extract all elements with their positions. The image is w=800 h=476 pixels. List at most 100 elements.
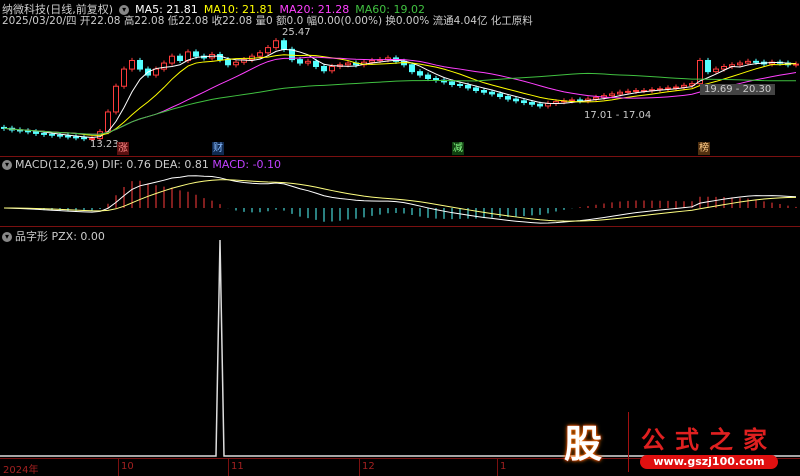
marker-bang[interactable]: 榜 — [698, 142, 710, 155]
candle-body — [281, 40, 287, 50]
candle-body — [233, 61, 239, 66]
info-field: 收22.08 — [211, 15, 256, 27]
candle-body — [713, 68, 719, 73]
candle-body — [65, 135, 71, 138]
candle-body — [633, 90, 639, 93]
ma5-line — [3, 48, 797, 139]
candle-body — [25, 130, 31, 133]
candle-body — [369, 59, 375, 63]
candle-body — [177, 55, 183, 61]
divider — [0, 156, 800, 157]
settings-circle-icon[interactable]: ▾ — [119, 5, 130, 15]
info-field: 流通4.04亿 — [432, 15, 491, 27]
info-field: 高22.08 — [123, 15, 168, 27]
dif-label: DIF: 0.76 — [102, 158, 151, 171]
candle-body — [33, 131, 39, 134]
info-field: 低22.08 — [167, 15, 212, 27]
candle-body — [73, 136, 79, 139]
candle-body — [745, 60, 751, 64]
ma20-label: MA20: 21.28 — [279, 3, 350, 16]
macd-value: MACD: -0.10 — [212, 158, 282, 171]
dea-label: DEA: 0.81 — [154, 158, 209, 171]
candle-body — [289, 48, 295, 61]
candle-body — [625, 90, 631, 93]
candle-body — [417, 71, 423, 76]
dif-line — [3, 175, 797, 224]
pzx-header: ▾ 品字形 PZX: 0.00 — [2, 228, 105, 244]
candle-body — [497, 93, 503, 98]
high-annotation: 25.47 — [282, 27, 311, 38]
candle-body — [321, 65, 327, 72]
pzx-line — [0, 239, 800, 457]
candle-body — [753, 60, 759, 63]
candle-body — [161, 62, 167, 70]
axis-label-jan: 1 — [500, 461, 507, 472]
range-annotation-1: 17.01 - 17.04 — [584, 110, 652, 121]
candle-body — [697, 59, 703, 85]
candle-body — [137, 59, 143, 70]
info-field: 换0.00% — [385, 15, 433, 27]
candle-body — [737, 62, 743, 66]
candle-body — [121, 68, 127, 87]
candle-body — [153, 68, 159, 76]
candle-body — [449, 81, 455, 86]
candle-body — [225, 59, 231, 66]
ma60-label: MA60: 19.02 — [355, 3, 425, 16]
candle-body — [433, 78, 439, 81]
info-field: 量0 — [255, 15, 277, 27]
stock-title: 纳微科技(日线,前复权) — [2, 3, 114, 16]
range-annotation-2: 19.69 - 20.30 — [700, 84, 776, 95]
candle-body — [273, 40, 279, 49]
candle-body — [489, 91, 495, 95]
candle-body — [617, 91, 623, 95]
marker-cai[interactable]: 财 — [212, 142, 224, 155]
macd-title: MACD(12,26,9) — [15, 158, 99, 171]
candle-body — [41, 132, 47, 135]
marker-zhang[interactable]: 涨 — [117, 142, 129, 155]
candle-body — [681, 84, 687, 88]
candle-body — [609, 93, 615, 97]
low-annotation: 13.23 — [90, 139, 119, 150]
candle-body — [89, 138, 95, 141]
watermark-name: 公式之家 — [641, 426, 777, 454]
divider — [0, 458, 800, 459]
candle-body — [129, 59, 135, 70]
info-field: 2025/03/20/四 — [2, 15, 80, 27]
candle-body — [425, 74, 431, 80]
axis-label-oct: 10 — [121, 461, 134, 472]
info-field: 化工原料 — [490, 15, 533, 27]
candle-body — [665, 87, 671, 90]
chart-header: 纳微科技(日线,前复权) ▾ MA5: 21.81 MA10: 21.81 MA20: … — [2, 1, 431, 17]
candle-body — [345, 62, 351, 66]
candle-body — [241, 59, 247, 63]
candle-body — [473, 87, 479, 92]
macd-header: ▾ MACD(12,26,9) DIF: 0.76 DEA: 0.81 MACD:… — [2, 158, 281, 171]
marker-jian[interactable]: 减 — [452, 142, 464, 155]
candle-body — [409, 64, 415, 73]
candle-body — [505, 96, 511, 100]
collapse-icon[interactable]: ▾ — [2, 232, 12, 242]
watermark-url: www.gszj100.com — [640, 455, 778, 469]
candle-body — [481, 90, 487, 93]
info-field: 幅0.00(0.00%) — [306, 15, 386, 27]
ma10-line — [3, 54, 797, 136]
watermark-logo: 股 — [563, 422, 602, 466]
candle-body — [521, 100, 527, 104]
candle-body — [529, 102, 535, 105]
candle-body — [465, 84, 471, 89]
candle-body — [705, 59, 711, 73]
candle-body — [297, 59, 303, 64]
pzx-value: PZX: 0.00 — [51, 230, 105, 243]
axis-label-year: 2024年 — [3, 465, 39, 476]
candle-body — [329, 65, 335, 72]
candle-body — [593, 96, 599, 100]
candle-body — [265, 47, 271, 54]
collapse-icon[interactable]: ▾ — [2, 160, 12, 170]
info-field: 额0.0 — [276, 15, 307, 27]
divider — [0, 226, 800, 227]
ma10-label: MA10: 21.81 — [203, 3, 274, 16]
ohlc-info: 2025/03/20/四 开22.08 高22.08 低22.08 收22.08… — [2, 13, 533, 28]
candle-body — [537, 103, 543, 107]
candle-body — [569, 99, 575, 102]
